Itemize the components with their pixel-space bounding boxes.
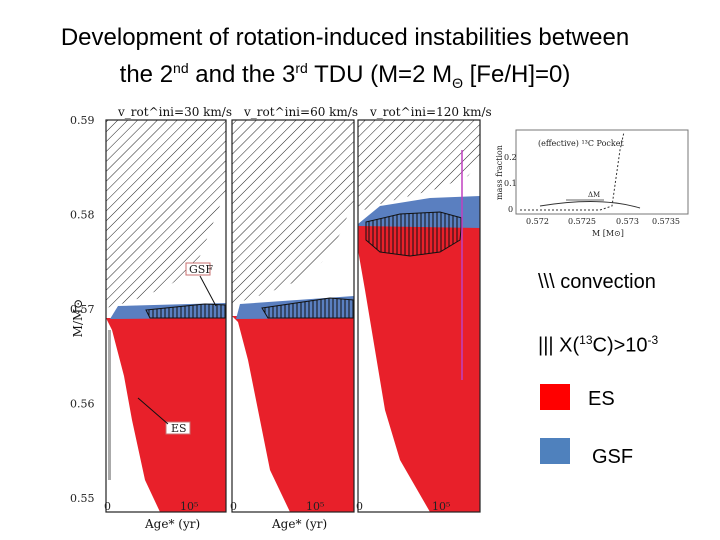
c13-pocket <box>145 303 226 319</box>
inset-ylabel: mass fraction <box>495 145 504 200</box>
es-region <box>232 316 354 512</box>
panel-label-60: v_rot^ini=60 km/s <box>243 105 358 119</box>
inset-ytick-2: 0 <box>508 205 513 214</box>
y-ticks: 0.59 0.58 0.57 0.56 0.55 <box>70 114 95 505</box>
legend-es-label: ES <box>588 388 615 410</box>
c13-pocket <box>261 297 354 319</box>
x-tick-0-p3: 0 <box>356 500 363 513</box>
title-line-1: Development of rotation-induced instabil… <box>60 24 630 51</box>
panel-120 <box>358 120 480 512</box>
x-tick-1-p1: 10⁵ <box>180 500 198 513</box>
es-region <box>358 226 480 512</box>
annotation-gsf: GSF <box>189 263 213 276</box>
convection-region <box>358 120 480 212</box>
panel-label-30: v_rot^ini=30 km/s <box>117 105 232 119</box>
x-tick-0-p1: 0 <box>104 500 111 513</box>
y-tick-4: 0.55 <box>70 492 95 505</box>
y-tick-3: 0.56 <box>70 398 95 411</box>
y-tick-2: 0.57 <box>70 303 95 316</box>
panel-30 <box>106 120 226 512</box>
annotation-es: ES <box>171 422 187 435</box>
x-tick-0-p2: 0 <box>230 500 237 513</box>
panel-label-120: v_rot^ini=120 km/s <box>369 105 492 119</box>
inset-xtick-0: 0.572 <box>526 217 549 226</box>
x-axis-label-p1: Age* (yr) <box>144 517 200 531</box>
convection-region <box>232 120 354 304</box>
c13-pocket <box>365 211 463 257</box>
inset-ytick-1: 0.1 <box>504 179 517 188</box>
legend-gsf-label: GSF <box>592 446 634 468</box>
x-tick-1-p3: 10⁵ <box>432 500 450 513</box>
x-tick-1-p2: 10⁵ <box>306 500 324 513</box>
inset-dm: ΔM <box>588 191 600 199</box>
y-tick-1: 0.58 <box>70 209 95 222</box>
slide-title: Development of rotation-induced instabil… <box>0 22 690 99</box>
y-tick-0: 0.59 <box>70 114 95 127</box>
inset-plot: mass fraction 0.2 0.1 0 (effective) ¹³C … <box>495 129 689 238</box>
inset-xtick-2: 0.573 <box>616 217 639 226</box>
inset-ytick-0: 0.2 <box>504 153 517 162</box>
panel-60 <box>232 120 354 512</box>
inset-label: (effective) ¹³C Pocket <box>538 139 624 148</box>
es-region <box>106 318 226 512</box>
y-axis-label: M/M⊙ <box>71 299 85 338</box>
x-axis-label-p2: Age* (yr) <box>271 517 327 531</box>
legend-convection: \\\ convection <box>538 271 656 293</box>
inset-xlabel: M [M⊙] <box>592 229 624 238</box>
inset-xtick-3: 0.5735 <box>652 217 680 226</box>
legend-gsf-swatch <box>540 438 570 464</box>
inset-xtick-1: 0.5725 <box>568 217 596 226</box>
legend-c13: ||| X(13C)>10-3 <box>538 333 659 357</box>
convection-region <box>106 120 226 308</box>
legend-es-swatch <box>540 384 570 410</box>
title-line-2: the 2nd and the 3rd TDU (M=2 MΘ [Fe/H]=0… <box>119 60 571 91</box>
